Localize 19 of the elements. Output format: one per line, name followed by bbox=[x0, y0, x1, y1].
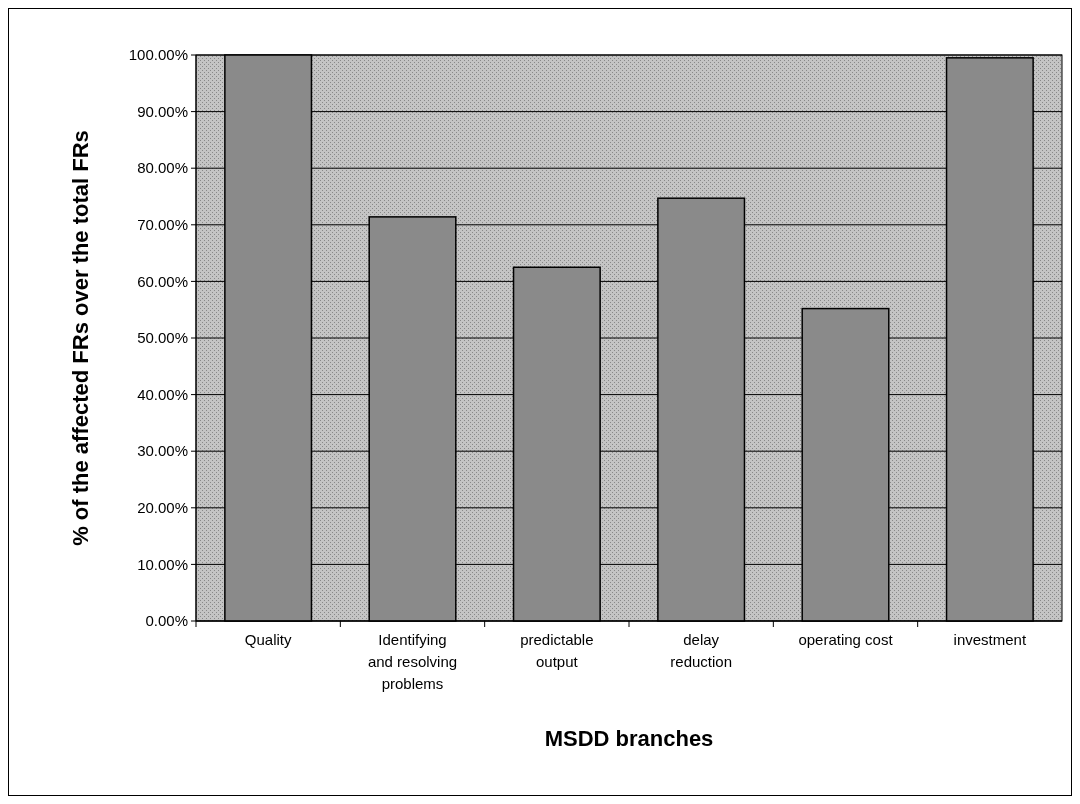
x-tick-label: operating cost bbox=[798, 631, 894, 648]
y-tick-label: 50.00% bbox=[137, 329, 188, 347]
y-tick-label: 70.00% bbox=[137, 216, 188, 234]
y-tick-label: 10.00% bbox=[137, 555, 188, 573]
x-tick-label: investment bbox=[953, 631, 1027, 648]
y-tick-label: 20.00% bbox=[137, 499, 188, 517]
y-axis-title: % of the affected FRs over the total FRs bbox=[68, 130, 93, 546]
x-tick-label: Identifying and resolving problems bbox=[367, 631, 458, 692]
y-tick-label: 40.00% bbox=[137, 385, 188, 403]
y-tick-label: 90.00% bbox=[137, 102, 188, 120]
x-tick-label: Quality bbox=[244, 631, 293, 648]
y-tick-label: 0.00% bbox=[145, 612, 188, 630]
y-tick-label: 80.00% bbox=[137, 159, 188, 177]
x-tick-label: predictable output bbox=[520, 631, 594, 670]
y-tick-label: 100.00% bbox=[128, 46, 188, 64]
x-axis-title: MSDD branches bbox=[544, 726, 714, 751]
x-tick-label: delay reduction bbox=[670, 631, 733, 670]
y-tick-label: 30.00% bbox=[137, 442, 188, 460]
y-tick-label: 60.00% bbox=[137, 272, 188, 290]
